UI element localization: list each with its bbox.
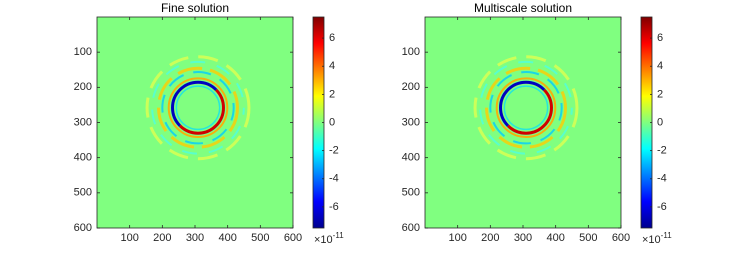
y-tick-label: 400: [74, 152, 92, 164]
colorbar-tick-label: 0: [657, 116, 663, 128]
x-tick-label: 600: [284, 232, 302, 244]
colorbar-tick-label: 6: [329, 32, 335, 44]
colorbar-tick-label: -2: [329, 145, 339, 157]
wave-ring: [479, 60, 573, 155]
chart-title: Fine solution: [161, 1, 229, 15]
wave-ring: [503, 85, 549, 131]
y-tick-label: 600: [402, 222, 420, 234]
y-tick-label: 100: [74, 46, 92, 58]
wave-ring: [499, 80, 553, 135]
colorbar-multiplier: ×10-11: [642, 231, 672, 246]
colorbar-tick-label: 2: [329, 88, 335, 100]
y-tick-label: 400: [402, 152, 420, 164]
y-tick-label: 200: [402, 81, 420, 93]
x-tick-label: 100: [448, 232, 466, 244]
colorbar-tick-label: 0: [329, 116, 335, 128]
y-tick-label: 500: [74, 187, 92, 199]
y-tick-label: 300: [402, 116, 420, 128]
wave-ring: [151, 60, 245, 155]
wave-ring: [499, 80, 553, 135]
colorbar-tick-label: 2: [657, 88, 663, 100]
colorbar-tick-label: -6: [657, 201, 667, 213]
y-tick-label: 200: [74, 81, 92, 93]
x-tick-label: 400: [546, 232, 564, 244]
wave-ring: [495, 77, 557, 139]
y-tick-label: 300: [74, 116, 92, 128]
colorbar-tick-label: -6: [329, 201, 339, 213]
x-tick-label: 600: [612, 232, 630, 244]
colorbar-tick-label: 4: [657, 60, 663, 72]
wave-ring: [171, 80, 225, 135]
x-tick-label: 500: [251, 232, 269, 244]
x-tick-label: 400: [218, 232, 236, 244]
multiplier-base: ×10: [314, 234, 333, 246]
colorbar-tick-label: 6: [657, 32, 663, 44]
field-background: [97, 17, 293, 228]
y-tick-label: 500: [402, 187, 420, 199]
colorbar-tick-label: 4: [329, 60, 335, 72]
x-tick-label: 300: [514, 232, 532, 244]
x-tick-label: 200: [153, 232, 171, 244]
x-tick-label: 300: [186, 232, 204, 244]
y-tick-label: 600: [74, 222, 92, 234]
y-tick-label: 100: [402, 46, 420, 58]
wave-ring: [145, 55, 251, 161]
wave-ring: [175, 85, 221, 131]
colorbar-multiplier: ×10-11: [314, 231, 344, 246]
colorbar-tick-label: -4: [657, 173, 667, 185]
wave-ring: [161, 71, 235, 145]
wave-ring: [473, 55, 579, 161]
multiplier-exponent: -11: [333, 231, 345, 240]
multiplier-exponent: -11: [661, 231, 673, 240]
multiplier-base: ×10: [642, 234, 661, 246]
x-tick-label: 500: [579, 232, 597, 244]
colorbar-tick-label: -4: [329, 173, 339, 185]
colorbar-tick-label: -2: [657, 145, 667, 157]
wave-ring: [485, 66, 567, 149]
wave-ring: [489, 71, 563, 145]
wave-ring: [167, 77, 229, 139]
chart-title: Multiscale solution: [474, 1, 572, 15]
x-tick-label: 200: [481, 232, 499, 244]
wave-ring: [157, 66, 239, 149]
field-background: [425, 17, 621, 228]
wave-ring: [171, 80, 225, 135]
x-tick-label: 100: [120, 232, 138, 244]
